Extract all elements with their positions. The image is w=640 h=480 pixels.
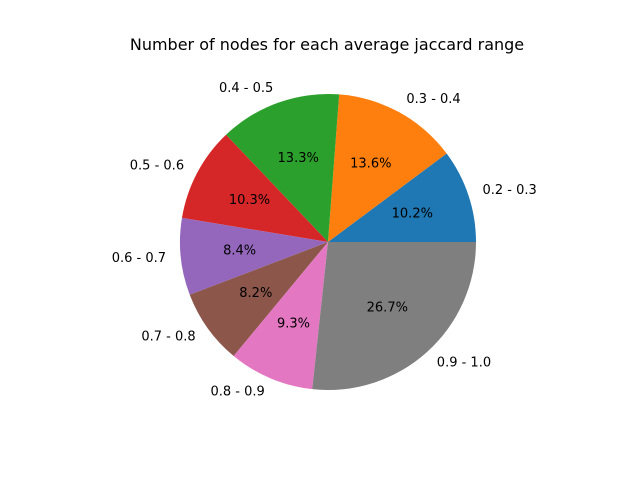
pie-slice-label-2: 0.4 - 0.5 — [219, 81, 273, 96]
pie-percent-label-2: 13.3% — [278, 151, 319, 166]
pie-percent-label-0: 10.2% — [392, 207, 433, 222]
pie-slice-label-5: 0.7 - 0.8 — [141, 329, 195, 344]
pie-slice-label-1: 0.3 - 0.4 — [406, 92, 460, 107]
pie-slice-6 — [233, 242, 328, 390]
pie-percent-label-7: 26.7% — [367, 301, 408, 316]
pie-slice-label-0: 0.2 - 0.3 — [483, 183, 537, 198]
pie-slices — [179, 93, 476, 391]
pie-slice-1 — [328, 94, 447, 242]
pie-slice-label-4: 0.6 - 0.7 — [112, 251, 166, 266]
pie-slice-4 — [179, 217, 328, 295]
pie-slice-0 — [328, 153, 476, 242]
pie-percent-label-1: 13.6% — [350, 157, 391, 172]
pie-slice-label-6: 0.8 - 0.9 — [210, 385, 264, 400]
pie-percent-label-4: 8.4% — [223, 243, 256, 258]
pie-slice-7 — [312, 242, 476, 391]
pie-slice-5 — [189, 242, 328, 357]
pie-slice-3 — [181, 134, 328, 242]
pie-percent-label-5: 8.2% — [239, 286, 272, 301]
pie-slice-label-7: 0.9 - 1.0 — [437, 356, 491, 371]
pie-percent-label-6: 9.3% — [277, 316, 310, 331]
pie-slice-2 — [226, 93, 340, 242]
chart-title: Number of nodes for each average jaccard… — [130, 35, 524, 54]
pie-percent-label-3: 10.3% — [229, 193, 270, 208]
pie-percent-labels: 10.2% 13.6% 13.3% 10.3% 8.4% 8.2% 9.3% 26.7% — [223, 151, 433, 331]
pie-slice-label-3: 0.5 - 0.6 — [130, 158, 184, 173]
pie-slice-labels: 0.2 - 0.3 0.3 - 0.4 0.4 - 0.5 0.5 - 0.6 0.6 … — [112, 81, 537, 399]
